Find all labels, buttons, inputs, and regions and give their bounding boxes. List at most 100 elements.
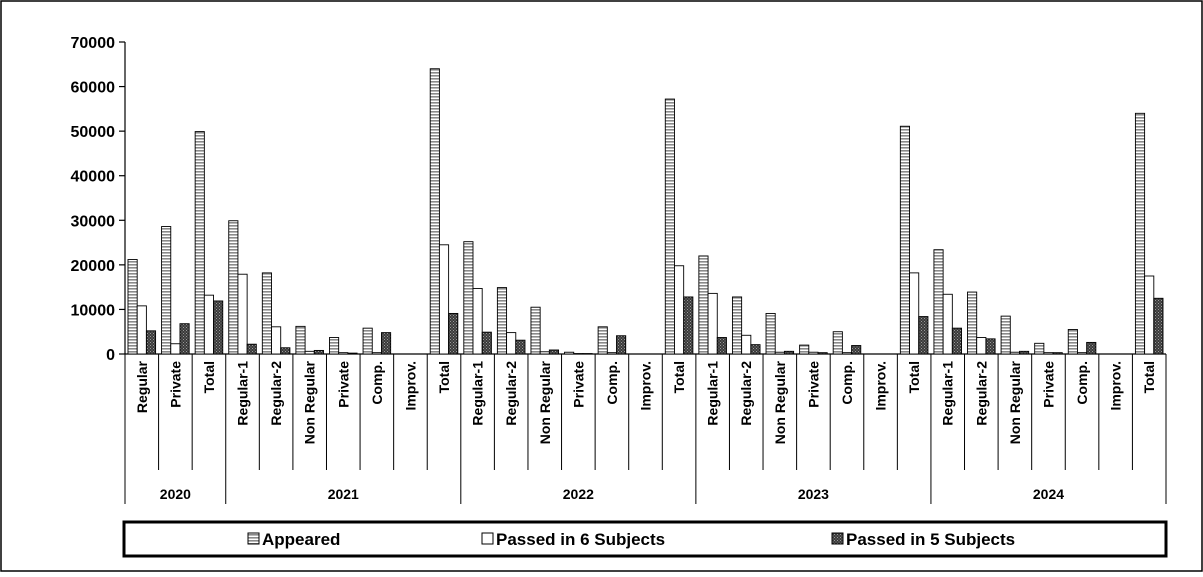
bar <box>363 328 372 354</box>
category-label: Regular-2 <box>268 361 284 426</box>
group-label-2022: 2022 <box>563 486 594 502</box>
bar <box>842 353 851 354</box>
bar <box>784 351 793 354</box>
category-label: Non Regular <box>1007 360 1023 444</box>
bar <box>968 292 977 354</box>
y-tick-label: 0 <box>106 347 115 364</box>
bar <box>439 245 448 354</box>
bar <box>262 273 271 354</box>
bar <box>531 307 540 354</box>
bar <box>329 338 338 354</box>
bar <box>1068 329 1077 354</box>
category-label: Regular-1 <box>940 361 956 426</box>
bar <box>449 313 458 354</box>
bar <box>305 351 314 354</box>
legend-swatch <box>248 533 259 544</box>
bar <box>128 260 137 354</box>
category-label: Total <box>671 361 687 393</box>
legend-swatch <box>832 533 843 544</box>
y-tick-label: 60000 <box>71 80 116 97</box>
group-label-2024: 2024 <box>1033 486 1064 502</box>
legend-item: Passed in 5 Subjects <box>832 530 1015 549</box>
category-label: Non Regular <box>537 360 553 444</box>
category-label: Regular-1 <box>235 361 251 426</box>
y-tick-label: 10000 <box>71 302 116 319</box>
bar <box>516 340 525 354</box>
category-label: Comp. <box>604 361 620 405</box>
legend-label: Passed in 5 Subjects <box>846 530 1015 549</box>
bar <box>766 313 775 354</box>
bar <box>464 242 473 354</box>
bar <box>482 332 491 354</box>
bar <box>732 297 741 354</box>
category-label: Total <box>1141 361 1157 393</box>
bar <box>1010 352 1019 354</box>
category-label: Private <box>805 361 821 408</box>
bar <box>339 353 348 354</box>
bar <box>565 352 574 354</box>
y-tick-label: 70000 <box>71 35 116 52</box>
bar <box>507 333 516 354</box>
bar <box>699 256 708 354</box>
bar <box>1001 316 1010 354</box>
bar <box>598 327 607 354</box>
bar <box>1135 113 1144 354</box>
category-label: Improv. <box>402 361 418 411</box>
bar <box>549 350 558 354</box>
bar <box>238 274 247 354</box>
y-tick-label: 40000 <box>71 169 116 186</box>
bar <box>497 288 506 354</box>
category-label: Comp. <box>1074 361 1090 405</box>
category-label: Regular <box>134 360 150 413</box>
bar <box>751 345 760 354</box>
bar <box>540 352 549 354</box>
group-label-2021: 2021 <box>328 486 359 502</box>
bar <box>818 353 827 354</box>
category-label: Private <box>335 361 351 408</box>
bar <box>348 353 357 354</box>
bar <box>1077 353 1086 354</box>
bar <box>833 332 842 354</box>
bar <box>665 99 674 354</box>
bar <box>372 353 381 354</box>
bar <box>919 317 928 354</box>
bar <box>381 333 390 354</box>
bar <box>708 293 717 354</box>
bar <box>742 335 751 354</box>
bar <box>717 338 726 354</box>
bar <box>1019 351 1028 354</box>
category-label: Improv. <box>1108 361 1124 411</box>
bar <box>775 352 784 354</box>
category-label: Regular-1 <box>470 361 486 426</box>
category-label: Regular-2 <box>738 361 754 426</box>
bar <box>943 294 952 354</box>
bar <box>934 250 943 354</box>
category-label: Non Regular <box>302 360 318 444</box>
bar <box>674 266 683 354</box>
category-label: Comp. <box>369 361 385 405</box>
bar <box>146 331 155 354</box>
bar <box>1145 276 1154 354</box>
bar <box>952 328 961 354</box>
group-label-2020: 2020 <box>160 486 191 502</box>
category-label: Total <box>906 361 922 393</box>
bar <box>214 301 223 354</box>
category-label: Non Regular <box>772 360 788 444</box>
bar <box>1035 343 1044 354</box>
bar <box>272 327 281 354</box>
category-label: Regular-2 <box>973 361 989 426</box>
bar <box>171 344 180 354</box>
category-label: Improv. <box>638 361 654 411</box>
bar <box>809 352 818 354</box>
y-tick-label: 30000 <box>71 213 116 230</box>
category-label: Improv. <box>873 361 889 411</box>
y-tick-label: 20000 <box>71 258 116 275</box>
bar <box>1087 342 1096 354</box>
bar <box>229 221 238 354</box>
legend-label: Appeared <box>262 530 340 549</box>
bar <box>607 353 616 354</box>
bar <box>473 288 482 354</box>
